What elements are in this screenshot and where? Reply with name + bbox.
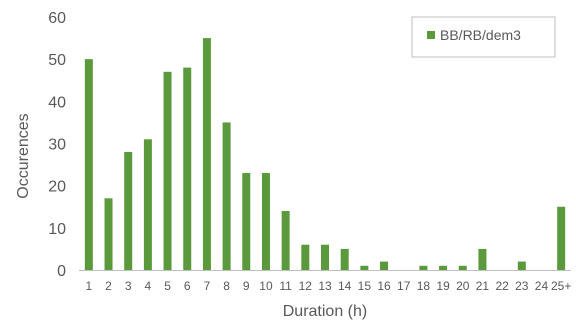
x-tick-label: 6 [184,279,191,293]
bar [163,71,172,270]
bar [321,244,329,270]
bar [478,248,487,270]
x-tick-label: 11 [279,279,292,293]
y-tick-label: 0 [57,263,66,280]
bar [360,265,369,270]
bar [419,265,428,270]
bar [183,67,192,270]
x-tick-label: 9 [243,279,250,293]
x-tick-label: 24 [535,279,549,293]
bar [202,38,211,271]
bar [281,210,290,270]
bar [242,173,251,270]
x-tick-label: 8 [223,279,230,293]
x-tick-label: 2 [105,279,112,293]
y-tick-label: 30 [48,137,66,154]
bar [517,261,526,270]
y-tick-label: 50 [48,52,66,69]
legend: BB/RB/dem3 [411,16,556,58]
bar [84,59,93,270]
x-tick-label: 14 [338,279,352,293]
x-axis-ticks: 1 2 3 4 5 6 7 8 9 10 11 12 13 14 15 16 17 18 19 20 21 22 23 24 2… [85,279,571,293]
bar [301,244,310,270]
y-tick-label: 10 [48,221,66,238]
x-tick-label: 23 [515,279,529,293]
x-tick-label: 20 [456,279,470,293]
bar [124,151,133,270]
x-tick-label: 13 [318,279,332,293]
x-tick-label: 18 [417,279,431,293]
legend-box [411,16,556,58]
x-tick-label: 25+ [551,279,571,293]
y-tick-label: 40 [48,94,66,111]
x-tick-label: 5 [164,279,171,293]
x-tick-label: 7 [204,279,211,293]
bar [557,206,566,270]
x-tick-label: 16 [377,279,391,293]
legend-label: BB/RB/dem3 [440,27,521,43]
x-tick-label: 17 [397,279,411,293]
x-tick-label: 1 [85,279,92,293]
x-tick-label: 15 [358,279,372,293]
bar [222,122,231,271]
y-axis-ticks: 0 10 20 30 40 50 60 [48,10,66,280]
bars [84,38,566,271]
x-tick-label: 12 [299,279,313,293]
y-tick-label: 20 [48,179,66,196]
bar [439,265,448,270]
bar [340,248,349,270]
bar [104,198,113,270]
x-tick-label: 19 [436,279,450,293]
y-tick-label: 60 [48,10,66,27]
x-tick-label: 4 [145,279,152,293]
x-tick-label: 10 [259,279,273,293]
bar [458,265,467,270]
legend-swatch [427,31,435,39]
x-tick-label: 21 [476,279,490,293]
x-tick-label: 3 [125,279,132,293]
bar [143,139,152,270]
bar [261,173,270,270]
bar [380,261,389,270]
y-axis-title: Occurences [15,113,32,198]
x-axis-title: Duration (h) [283,303,367,320]
x-tick-label: 22 [495,279,509,293]
